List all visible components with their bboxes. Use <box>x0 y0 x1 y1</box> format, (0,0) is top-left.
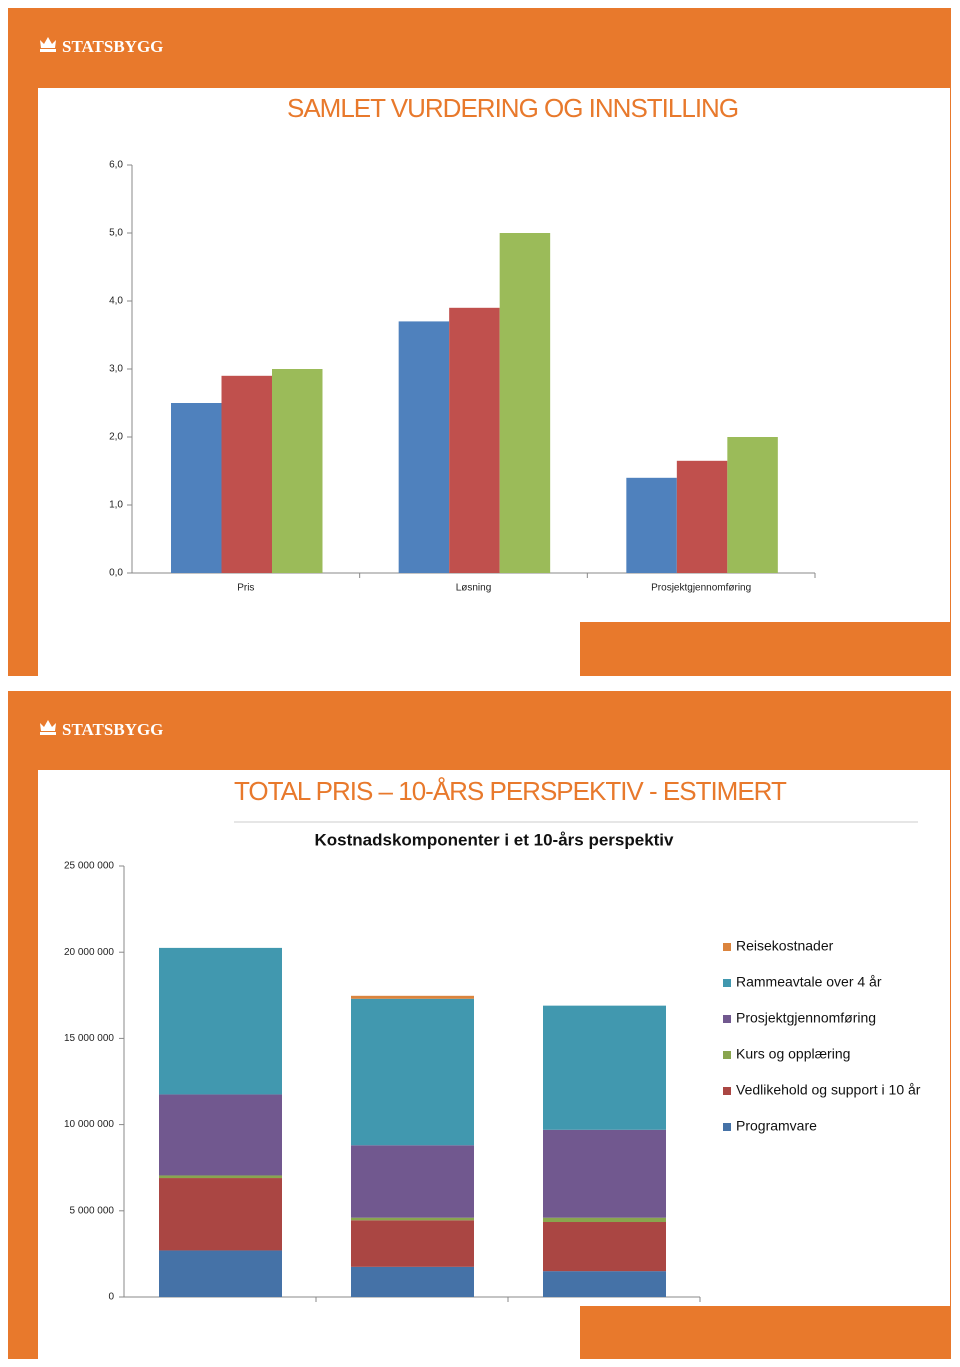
y-tick-label: 15 000 000 <box>64 1033 114 1044</box>
bar-segment <box>351 995 474 999</box>
slide-body <box>38 622 580 676</box>
bar <box>676 460 728 573</box>
y-tick-label: 1,0 <box>109 500 123 511</box>
x-tick-label: Pris <box>237 583 254 594</box>
bar-segment <box>543 1217 666 1223</box>
bar-segment <box>159 947 282 1095</box>
bar-segment <box>543 1005 666 1130</box>
bar-segment <box>543 1222 666 1272</box>
bar-segment <box>159 1175 282 1179</box>
bar-segment <box>543 1129 666 1218</box>
y-tick-label: 2,0 <box>109 432 123 443</box>
y-tick-label: 10 000 000 <box>64 1119 114 1130</box>
bar <box>171 403 222 573</box>
logo-text: STATSBYGG <box>62 37 163 56</box>
bar <box>449 307 500 573</box>
bar-segment <box>351 1266 474 1297</box>
y-tick-label: 3,0 <box>109 364 123 375</box>
legend-label: Vedlikehold og support i 10 år <box>736 1082 921 1098</box>
legend-label: Reisekostnader <box>736 938 834 954</box>
y-tick-label: 0,0 <box>109 568 123 579</box>
bar <box>499 233 551 573</box>
y-tick-label: 0 <box>108 1292 114 1303</box>
x-tick-label: Løsning <box>456 583 492 594</box>
bar <box>272 369 323 573</box>
logo-text: STATSBYGG <box>62 720 163 739</box>
y-tick-label: 4,0 <box>109 296 123 307</box>
bar-segment <box>159 1178 282 1251</box>
y-tick-label: 25 000 000 <box>64 861 114 872</box>
legend-label: Kurs og opplæring <box>736 1046 850 1062</box>
y-tick-label: 6,0 <box>109 160 123 171</box>
bar-segment <box>159 1094 282 1176</box>
bar <box>727 437 778 573</box>
legend-swatch <box>723 1123 731 1131</box>
y-tick-label: 5 000 000 <box>70 1205 115 1216</box>
x-tick-label: Prosjektgjennomføring <box>651 583 751 594</box>
slide-title: SAMLET VURDERING OG INNSTILLING <box>287 93 738 123</box>
legend-swatch <box>723 979 731 987</box>
bar-segment <box>351 1145 474 1218</box>
y-tick-label: 5,0 <box>109 228 123 239</box>
y-tick-label: 20 000 000 <box>64 947 114 958</box>
bar-segment <box>351 1217 474 1221</box>
legend-label: Prosjektgjennomføring <box>736 1010 876 1026</box>
chart-title: Kostnadskomponenter i et 10-års perspekt… <box>314 830 674 849</box>
bar-segment <box>351 998 474 1146</box>
slide-title: TOTAL PRIS – 10-ÅRS PERSPEKTIV - ESTIMER… <box>234 776 787 806</box>
legend-swatch <box>723 1051 731 1059</box>
bar <box>221 375 272 573</box>
bar <box>626 477 677 573</box>
legend-swatch <box>723 1015 731 1023</box>
bar-segment <box>159 1250 282 1297</box>
bar-segment <box>543 1271 666 1297</box>
bar <box>398 321 450 573</box>
legend-swatch <box>723 943 731 951</box>
logo-icon <box>40 37 56 735</box>
legend-swatch <box>723 1087 731 1095</box>
legend-label: Programvare <box>736 1118 817 1134</box>
bar-segment <box>351 1220 474 1267</box>
legend-label: Rammeavtale over 4 år <box>736 974 882 990</box>
slide-body <box>38 1306 580 1359</box>
